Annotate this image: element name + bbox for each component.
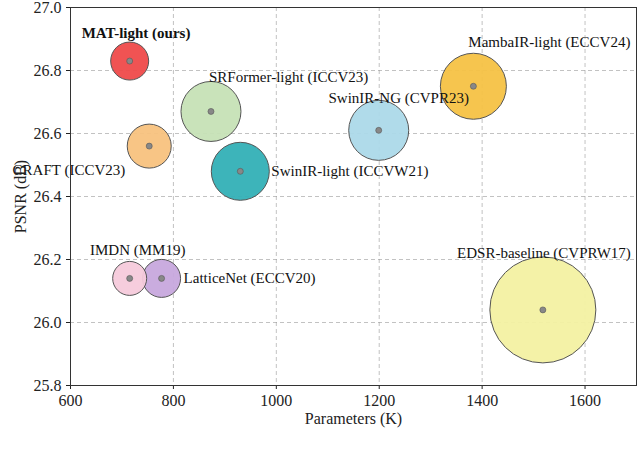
svg-text:1400: 1400 — [466, 392, 498, 409]
svg-text:EDSR-baseline (CVPRW17): EDSR-baseline (CVPRW17) — [457, 245, 631, 262]
svg-text:1600: 1600 — [569, 392, 601, 409]
svg-text:IMDN (MM19): IMDN (MM19) — [90, 242, 185, 259]
svg-text:1000: 1000 — [260, 392, 292, 409]
svg-text:27.0: 27.0 — [34, 0, 62, 16]
svg-text:600: 600 — [59, 392, 83, 409]
svg-text:SRFormer-light (ICCV23): SRFormer-light (ICCV23) — [209, 69, 368, 86]
svg-text:LatticeNet (ECCV20): LatticeNet (ECCV20) — [184, 270, 316, 287]
svg-text:26.8: 26.8 — [34, 62, 62, 79]
svg-text:Parameters (K): Parameters (K) — [305, 410, 402, 428]
svg-text:SwinIR-light (ICCVW21): SwinIR-light (ICCVW21) — [271, 163, 428, 180]
svg-text:MambaIR-light (ECCV24): MambaIR-light (ECCV24) — [468, 34, 630, 51]
svg-text:800: 800 — [161, 392, 185, 409]
svg-text:26.6: 26.6 — [34, 125, 62, 142]
svg-text:26.2: 26.2 — [34, 251, 62, 268]
svg-text:CRAFT (ICCV23): CRAFT (ICCV23) — [13, 162, 126, 179]
svg-text:SwinIR-NG (CVPR23): SwinIR-NG (CVPR23) — [328, 90, 468, 107]
svg-text:26.4: 26.4 — [34, 188, 62, 205]
svg-text:1200: 1200 — [363, 392, 395, 409]
svg-text:MAT-light (ours): MAT-light (ours) — [82, 25, 191, 42]
svg-text:PSNR (dB): PSNR (dB) — [12, 160, 30, 233]
svg-text:25.8: 25.8 — [34, 377, 62, 394]
svg-text:26.0: 26.0 — [34, 314, 62, 331]
